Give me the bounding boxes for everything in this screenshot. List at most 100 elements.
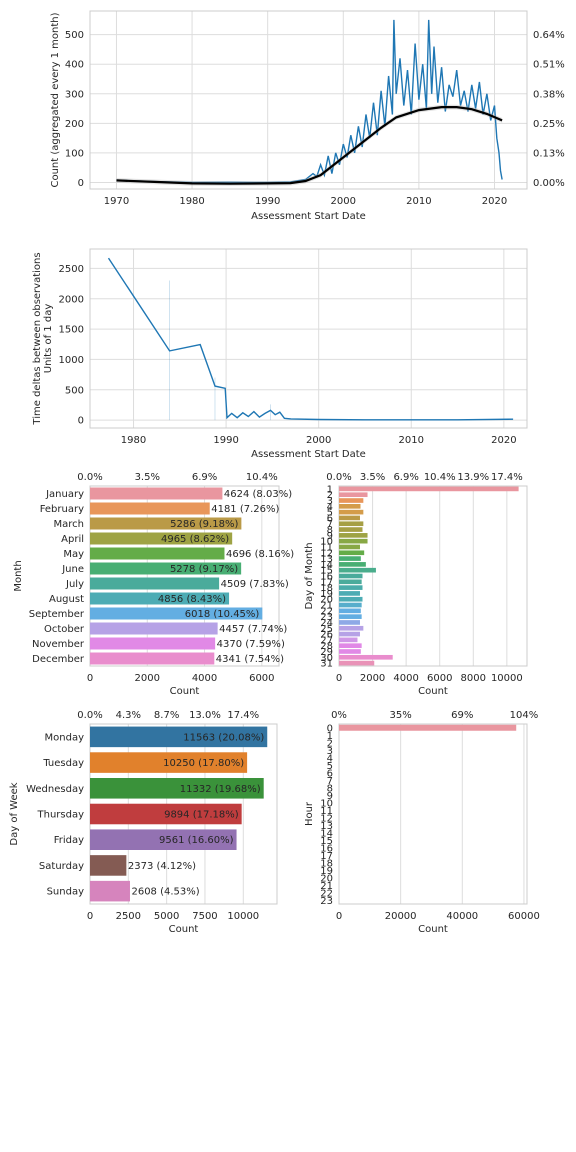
bar bbox=[90, 829, 237, 850]
bar bbox=[90, 752, 248, 773]
category-label: 16 bbox=[320, 843, 333, 854]
y-tick-label: 400 bbox=[65, 60, 84, 71]
bar bbox=[90, 487, 223, 500]
bar bbox=[339, 556, 361, 561]
category-label: 13 bbox=[320, 821, 333, 832]
bar bbox=[90, 622, 218, 635]
x-tick-label: 2010 bbox=[399, 435, 424, 446]
category-label: 23 bbox=[320, 612, 333, 623]
category-label: July bbox=[65, 579, 84, 590]
category-label: 0 bbox=[327, 723, 333, 734]
x-tick-label: 2000 bbox=[331, 196, 356, 207]
category-label: 7 bbox=[327, 519, 333, 530]
y-axis-label: Time deltas between observations bbox=[32, 252, 43, 425]
top-tick-label: 104% bbox=[510, 710, 539, 721]
bar-value-label: 9561 (16.60%) bbox=[159, 835, 234, 846]
bar bbox=[339, 538, 368, 544]
bar bbox=[90, 778, 264, 799]
y-tick-label: 1000 bbox=[59, 355, 84, 366]
category-label: 25 bbox=[320, 624, 333, 635]
top-tick-label: 17.4% bbox=[491, 472, 523, 483]
chart-monthly-counts: 1970 1980 1990 2000 2010 2020 0 100 200 300 400 500… bbox=[50, 10, 565, 222]
bar bbox=[339, 498, 364, 503]
bar-value-label: 4509 (7.83%) bbox=[221, 579, 289, 590]
x-tick-label: 5000 bbox=[154, 911, 179, 922]
category-label: Tuesday bbox=[42, 758, 84, 769]
x-tick-label: 20000 bbox=[385, 911, 417, 922]
bar bbox=[90, 607, 263, 620]
category-label: 11 bbox=[320, 806, 333, 817]
x-tick-label: 1970 bbox=[104, 196, 129, 207]
bar bbox=[339, 608, 361, 614]
category-label: 23 bbox=[320, 896, 333, 907]
category-label: February bbox=[40, 504, 84, 515]
x-axis-label: Count bbox=[418, 924, 448, 935]
category-label: 26 bbox=[320, 630, 333, 641]
y-tick-label: 200 bbox=[65, 119, 84, 130]
top-tick-label: 6.9% bbox=[393, 472, 418, 483]
x-tick-label: 0 bbox=[336, 673, 342, 684]
x-axis-label: Assessment Start Date bbox=[251, 211, 366, 222]
category-label: 17 bbox=[320, 577, 333, 588]
category-label: 9 bbox=[327, 791, 333, 802]
category-label: Thursday bbox=[37, 810, 85, 821]
chart-time-deltas: 1980 1990 2000 2010 2020 0 500 1000 1500 2000 2500… bbox=[32, 248, 528, 460]
bar bbox=[90, 562, 242, 575]
plot-frame bbox=[89, 248, 528, 429]
category-label: 1 bbox=[327, 731, 333, 742]
top-tick-label: 6.9% bbox=[192, 472, 217, 483]
x-tick-label: 4000 bbox=[192, 673, 217, 684]
bar bbox=[339, 591, 360, 596]
x-tick-label: 8000 bbox=[461, 673, 486, 684]
category-label: October bbox=[44, 624, 85, 635]
bar-value-label: 4856 (8.43%) bbox=[158, 594, 226, 605]
category-label: 21 bbox=[320, 881, 333, 892]
category-label: Sunday bbox=[47, 887, 84, 898]
top-tick-label: 4.3% bbox=[116, 710, 141, 721]
category-label: 10 bbox=[320, 537, 333, 548]
top-tick-label: 35% bbox=[390, 710, 412, 721]
time-delta-line bbox=[107, 257, 514, 421]
category-label: 6 bbox=[327, 768, 333, 779]
bar-value-label: 4965 (8.62%) bbox=[161, 534, 229, 545]
y-tick-label: 2000 bbox=[59, 294, 84, 305]
y-tick-label: 500 bbox=[65, 385, 84, 396]
y-axis-label: Hour bbox=[304, 801, 315, 826]
bar bbox=[90, 592, 230, 605]
category-label: 10 bbox=[320, 798, 333, 809]
category-label: 28 bbox=[320, 641, 333, 652]
plot-frame bbox=[89, 10, 528, 190]
bar-value-label: 4341 (7.54%) bbox=[216, 654, 284, 665]
y2-tick-label: 0.13% bbox=[533, 148, 565, 159]
category-label: 20 bbox=[320, 873, 333, 884]
category-label: 31 bbox=[320, 659, 333, 670]
category-label: August bbox=[49, 594, 84, 605]
bar-value-label: 2373 (4.12%) bbox=[128, 861, 196, 872]
category-label: 18 bbox=[320, 583, 333, 594]
bar bbox=[339, 544, 360, 550]
top-tick-label: 17.4% bbox=[227, 710, 259, 721]
x-tick-label: 2020 bbox=[482, 196, 507, 207]
bar-value-label: 5278 (9.17%) bbox=[170, 564, 238, 575]
x-tick-label: 10000 bbox=[491, 673, 523, 684]
y-axis-label: Month bbox=[13, 560, 24, 591]
category-label: 1 bbox=[327, 484, 333, 495]
category-label: 18 bbox=[320, 858, 333, 869]
bar bbox=[339, 550, 365, 556]
x-tick-label: 1990 bbox=[255, 196, 280, 207]
top-tick-label: 69% bbox=[451, 710, 473, 721]
bar bbox=[90, 532, 233, 545]
category-label: June bbox=[61, 564, 84, 575]
category-label: 2 bbox=[327, 738, 333, 749]
bar bbox=[90, 577, 220, 590]
y2-tick-label: 0.51% bbox=[533, 60, 565, 71]
y-tick-label: 100 bbox=[65, 148, 84, 159]
top-tick-label: 0.0% bbox=[77, 472, 102, 483]
x-axis-label: Count bbox=[418, 686, 448, 697]
top-tick-label: 13.0% bbox=[189, 710, 221, 721]
category-label: 27 bbox=[320, 635, 333, 646]
trend-confidence-band bbox=[116, 104, 503, 186]
x-tick-label: 1980 bbox=[121, 435, 146, 446]
top-tick-label: 0% bbox=[331, 710, 347, 721]
category-label: Saturday bbox=[39, 861, 84, 872]
